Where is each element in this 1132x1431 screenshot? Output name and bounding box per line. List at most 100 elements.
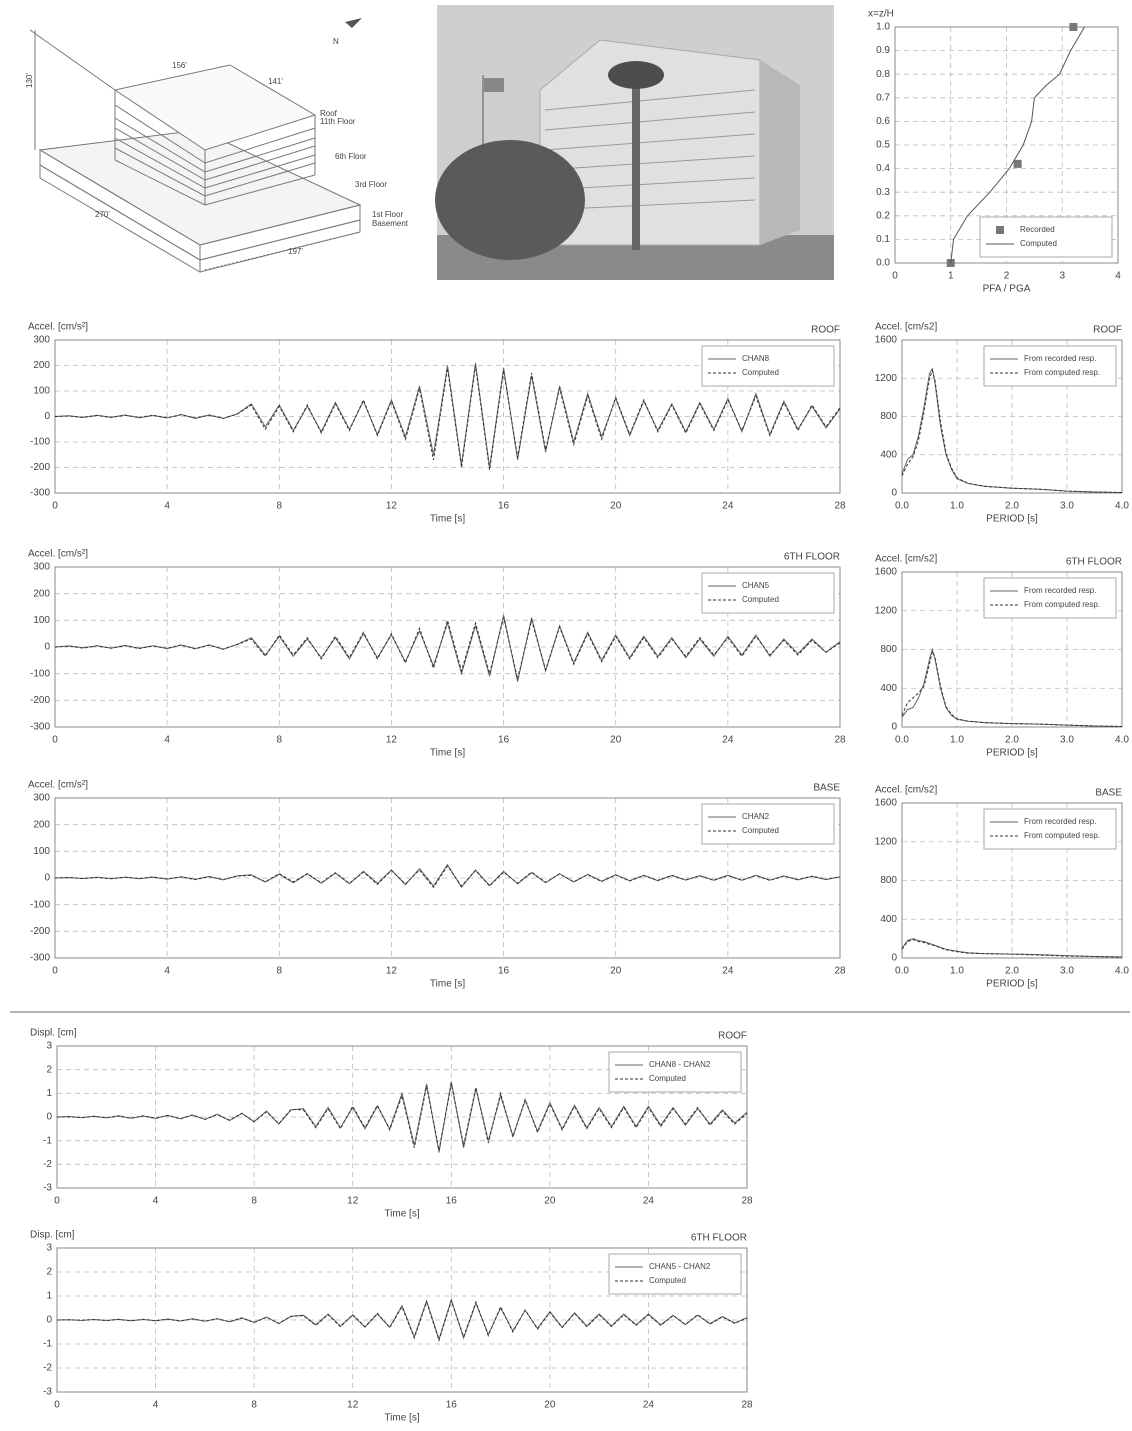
y-tick-label: 300	[33, 793, 50, 804]
legend-box	[983, 577, 1117, 619]
x-tick-label: 16	[446, 1196, 458, 1207]
x-tick-label: 1	[948, 271, 954, 282]
x-tick-label: 24	[643, 1196, 655, 1207]
legend-box	[701, 572, 835, 614]
data-point	[946, 259, 955, 267]
y-axis-label: x=z/H	[868, 9, 894, 20]
series-line	[901, 938, 1123, 958]
plot-frame	[894, 26, 1119, 264]
legend-box	[608, 1051, 742, 1093]
legend-label: Computed	[649, 1074, 686, 1083]
chart-title: BASE	[813, 783, 840, 794]
x-axis-label: Time [s]	[384, 1209, 419, 1220]
legend-box	[979, 216, 1113, 258]
x-tick-label: 8	[277, 501, 283, 512]
x-tick-label: 0	[52, 501, 58, 512]
x-tick-label: 24	[643, 1400, 655, 1411]
y-tick-label: 1200	[875, 605, 898, 616]
legend-label: From recorded resp.	[1024, 354, 1096, 363]
y-axis-label: Disp. [cm]	[30, 1230, 75, 1241]
legend-label: Computed	[1020, 239, 1057, 248]
legend-label: Computed	[742, 826, 779, 835]
x-tick-label: 4	[164, 501, 170, 512]
legend-label: From computed resp.	[1024, 368, 1100, 377]
legend-label: From computed resp.	[1024, 831, 1100, 840]
x-tick-label: 20	[610, 735, 622, 746]
legend-label: CHAN8	[742, 354, 770, 363]
series-line	[56, 1299, 748, 1343]
x-tick-label: 12	[386, 966, 398, 977]
x-tick-label: 0	[52, 735, 58, 746]
x-tick-label: 4	[164, 966, 170, 977]
y-tick-label: 1.0	[876, 22, 890, 33]
y-tick-label: 0.7	[876, 92, 890, 103]
x-tick-label: 28	[834, 501, 846, 512]
floor-label: Roof	[320, 109, 338, 118]
y-tick-label: 0	[891, 722, 897, 733]
series-line	[901, 647, 1123, 727]
legend-box	[701, 345, 835, 387]
x-tick-label: 2.0	[1005, 966, 1019, 977]
y-tick-label: 1200	[875, 836, 898, 847]
y-tick-label: -200	[30, 462, 50, 473]
y-axis-label: Accel. [cm/s²]	[28, 549, 88, 560]
legend-label: CHAN5	[742, 581, 770, 590]
x-tick-label: 8	[277, 735, 283, 746]
y-tick-label: -1	[43, 1339, 52, 1350]
y-tick-label: 2	[46, 1267, 52, 1278]
y-axis-label: Accel. [cm/s²]	[28, 780, 88, 791]
y-tick-label: 1200	[875, 373, 898, 384]
y-tick-label: -200	[30, 695, 50, 706]
y-tick-label: -200	[30, 926, 50, 937]
series-line	[950, 26, 1085, 264]
y-axis-label: Accel. [cm/s²]	[28, 322, 88, 333]
plot-frame	[901, 571, 1123, 728]
floor-label: 1st Floor	[372, 210, 403, 219]
x-tick-label: 3	[1059, 271, 1065, 282]
x-tick-label: 8	[251, 1196, 257, 1207]
y-tick-label: -300	[30, 488, 50, 499]
y-tick-label: 1600	[875, 335, 898, 346]
x-tick-label: 20	[610, 501, 622, 512]
x-tick-label: 1.0	[950, 501, 964, 512]
legend-label: CHAN5 - CHAN2	[649, 1262, 711, 1271]
legend-label: From recorded resp.	[1024, 586, 1096, 595]
legend-marker	[996, 226, 1004, 234]
floor-label: 11th Floor	[320, 117, 356, 126]
legend-box	[983, 345, 1117, 387]
y-tick-label: 0	[891, 488, 897, 499]
dimension-label: 141'	[268, 77, 283, 86]
y-tick-label: 3	[46, 1243, 52, 1254]
x-tick-label: 24	[722, 735, 734, 746]
y-tick-label: 0	[44, 873, 50, 884]
x-tick-label: 1.0	[950, 735, 964, 746]
series-line	[901, 939, 1123, 958]
building-photo	[435, 5, 834, 280]
x-tick-label: 0	[54, 1196, 60, 1207]
x-tick-label: 16	[498, 501, 510, 512]
x-tick-label: 28	[741, 1196, 753, 1207]
x-tick-label: 16	[498, 735, 510, 746]
x-tick-label: 0.0	[895, 735, 909, 746]
y-tick-label: 800	[880, 644, 897, 655]
floor-label: 6th Floor	[335, 152, 367, 161]
legend-box	[608, 1253, 742, 1295]
floor-label: 3rd Floor	[355, 180, 387, 189]
x-tick-label: 12	[347, 1196, 359, 1207]
legend-box	[701, 803, 835, 845]
x-tick-label: 0.0	[895, 966, 909, 977]
x-tick-label: 3.0	[1060, 735, 1074, 746]
y-tick-label: -3	[43, 1183, 52, 1194]
legend-label: Computed	[742, 595, 779, 604]
x-axis-label: Time [s]	[384, 1413, 419, 1424]
y-tick-label: 0.5	[876, 140, 890, 151]
legend-label: Computed	[649, 1276, 686, 1285]
y-tick-label: 100	[33, 846, 50, 857]
chart-title: BASE	[1095, 788, 1122, 799]
y-tick-label: -2	[43, 1363, 52, 1374]
dimension-label: 197'	[288, 247, 303, 256]
north-label: N	[333, 37, 339, 46]
x-tick-label: 4.0	[1115, 966, 1129, 977]
data-point	[1069, 23, 1078, 31]
